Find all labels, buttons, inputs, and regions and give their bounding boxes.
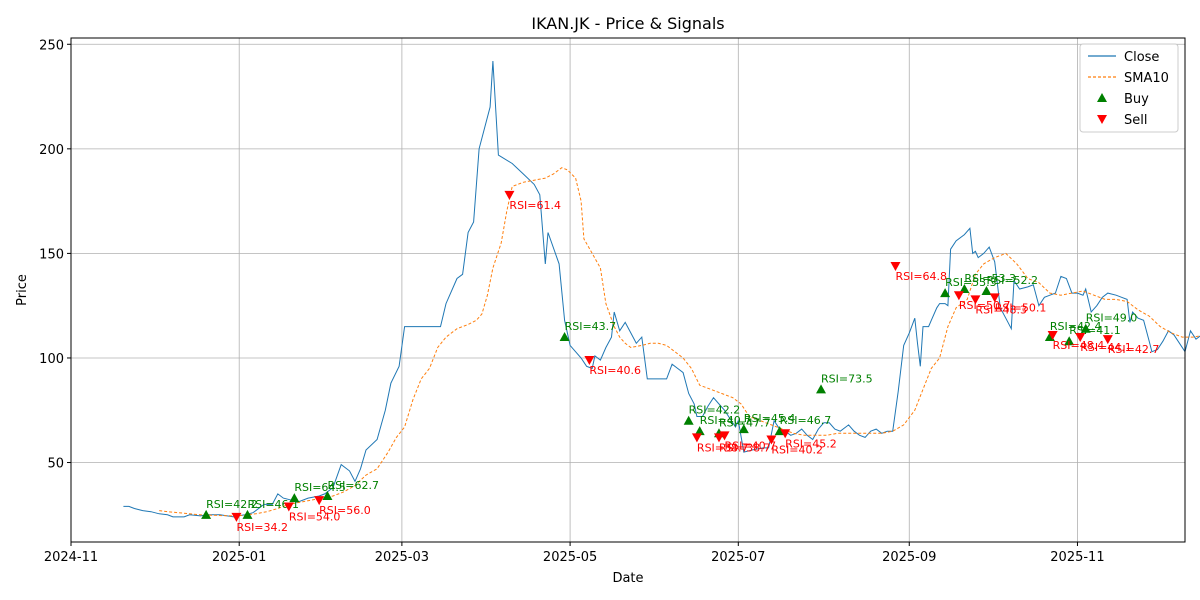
buy-marker xyxy=(559,332,570,342)
sell-rsi-label: RSI=45.2 xyxy=(785,437,837,450)
legend-label: SMA10 xyxy=(1124,71,1169,86)
legend-label: Sell xyxy=(1124,113,1147,128)
sell-rsi-label: RSI=50.7 xyxy=(959,299,1011,312)
buy-rsi-label: RSI=42.2 xyxy=(689,404,741,417)
x-axis: 2024-11 2025-01 2025-03 2025-05 2025-07 2025-… xyxy=(44,542,1105,565)
y-axis: 50 100 150 200 250 xyxy=(39,38,71,472)
x-tick-label: 2025-07 xyxy=(711,550,765,565)
x-tick-label: 2025-03 xyxy=(375,550,429,565)
buy-signal-markers: RSI=42.2RSI=46.1RSI=64.5RSI=62.7RSI=43.7… xyxy=(201,272,1137,519)
y-axis-title: Price xyxy=(15,274,30,306)
plot-area: RSI=42.2RSI=46.1RSI=64.5RSI=62.7RSI=43.7… xyxy=(123,60,1200,534)
buy-rsi-label: RSI=40.7 xyxy=(700,414,752,427)
x-tick-label: 2025-11 xyxy=(1050,550,1104,565)
sell-marker xyxy=(691,433,702,443)
sell-marker xyxy=(584,356,595,366)
sell-rsi-label: RSI=40.2 xyxy=(771,444,823,457)
buy-rsi-label: RSI=64.5 xyxy=(294,481,346,494)
legend-sell-swatch xyxy=(1097,115,1107,124)
sell-rsi-label: RSI=38.7 xyxy=(719,441,771,454)
sell-marker xyxy=(989,293,1000,303)
buy-marker xyxy=(940,288,951,298)
sell-marker xyxy=(766,435,777,445)
sell-marker xyxy=(1075,333,1086,343)
sell-marker xyxy=(314,496,325,506)
buy-marker xyxy=(774,426,785,436)
sma10-series-line xyxy=(159,167,1200,517)
y-tick-label: 250 xyxy=(39,38,64,53)
buy-rsi-label: RSI=49.0 xyxy=(1086,312,1138,325)
chart-title: IKAN.JK - Price & Signals xyxy=(531,14,724,33)
sell-marker xyxy=(890,261,901,271)
sell-marker xyxy=(504,190,515,200)
buy-marker xyxy=(959,283,970,293)
x-tick-label: 2024-11 xyxy=(44,550,98,565)
grid-lines xyxy=(70,38,1185,542)
sell-rsi-label: RSI=56.0 xyxy=(319,504,371,517)
sell-rsi-label: RSI=61.4 xyxy=(509,199,561,212)
buy-marker xyxy=(201,509,212,519)
y-tick-label: 100 xyxy=(39,352,64,367)
buy-rsi-label: RSI=42.2 xyxy=(206,498,258,511)
buy-marker xyxy=(683,415,694,425)
sell-marker xyxy=(970,295,981,305)
sell-rsi-label: RSI=64.8 xyxy=(895,270,947,283)
sell-marker xyxy=(283,502,294,512)
legend: Close SMA10 Buy Sell xyxy=(1079,43,1179,133)
x-axis-title: Date xyxy=(612,571,643,586)
sell-marker xyxy=(1102,335,1113,345)
buy-rsi-label: RSI=53.3 xyxy=(964,272,1016,285)
sell-rsi-label: RSI=40.7 xyxy=(725,439,777,452)
sell-marker xyxy=(1047,330,1058,340)
sell-marker xyxy=(713,433,724,443)
sell-rsi-label: RSI=44.1 xyxy=(1080,341,1132,354)
buy-marker xyxy=(242,509,253,519)
buy-marker xyxy=(738,424,749,434)
buy-marker xyxy=(289,493,300,503)
buy-marker xyxy=(694,426,705,436)
buy-rsi-label: RSI=73.5 xyxy=(821,372,873,385)
buy-marker xyxy=(816,384,827,394)
sell-marker xyxy=(719,431,730,441)
sell-rsi-label: RSI=48.4 xyxy=(1053,339,1105,352)
sell-marker xyxy=(780,429,791,439)
buy-rsi-label: RSI=52.2 xyxy=(986,274,1038,287)
legend-box xyxy=(1079,43,1179,133)
buy-marker xyxy=(981,286,992,296)
sell-rsi-label: RSI=54.0 xyxy=(289,510,341,523)
sell-rsi-label: RSI=42.7 xyxy=(1108,343,1160,356)
sell-rsi-label: RSI=40.6 xyxy=(589,364,641,377)
sell-rsi-label: RSI=38.7 xyxy=(697,441,749,454)
buy-rsi-label: RSI=46.7 xyxy=(780,414,832,427)
close-series-line xyxy=(123,60,1200,518)
buy-rsi-label: RSI=62.7 xyxy=(327,479,379,492)
buy-marker xyxy=(1080,323,1091,333)
buy-rsi-label: RSI=47.7 xyxy=(719,416,771,429)
buy-rsi-label: RSI=43.7 xyxy=(565,320,617,333)
legend-buy-swatch xyxy=(1097,93,1107,102)
y-tick-label: 200 xyxy=(39,143,64,158)
legend-label: Buy xyxy=(1124,92,1149,107)
sell-rsi-label: RSI=34.2 xyxy=(236,521,288,534)
x-tick-label: 2025-05 xyxy=(543,550,597,565)
y-tick-label: 50 xyxy=(47,457,64,472)
sell-marker xyxy=(231,512,242,522)
x-tick-label: 2025-09 xyxy=(882,550,936,565)
plot-frame xyxy=(70,37,1186,543)
y-tick-label: 150 xyxy=(39,247,64,262)
sell-rsi-label: RSI=48.3 xyxy=(975,303,1027,316)
sell-rsi-label: RSI=50.1 xyxy=(995,301,1047,314)
buy-rsi-label: RSI=45.4 xyxy=(744,412,796,425)
x-tick-label: 2025-01 xyxy=(212,550,266,565)
buy-marker xyxy=(322,490,333,500)
buy-rsi-label: RSI=53.3 xyxy=(945,276,997,289)
sell-marker xyxy=(953,291,964,301)
buy-rsi-label: RSI=46.1 xyxy=(247,498,299,511)
legend-label: Close xyxy=(1124,50,1159,65)
buy-marker xyxy=(1064,336,1075,346)
